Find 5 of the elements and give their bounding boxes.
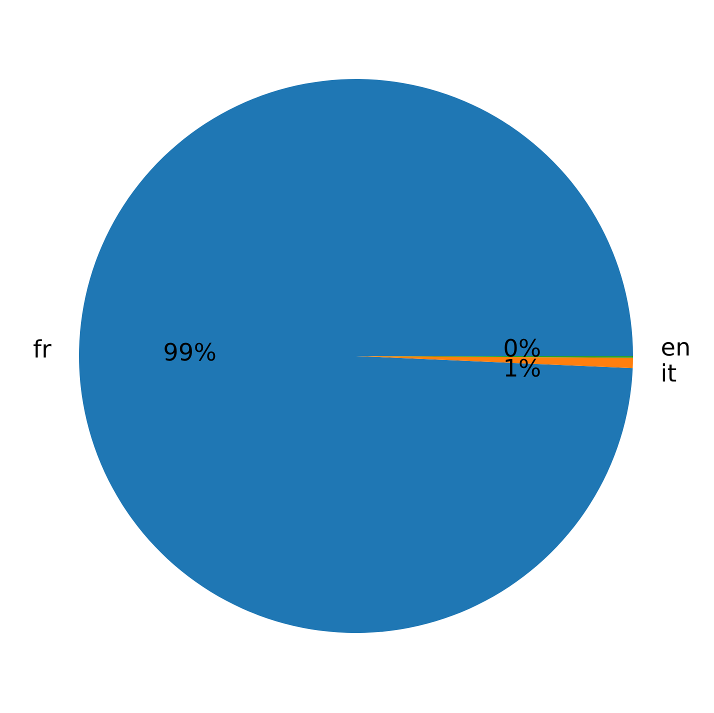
pie-slice [79,79,633,633]
data-label: 99% [163,338,217,366]
slice-label: it [660,359,677,388]
slice-label: en [660,333,691,362]
slice-label: fr [33,335,52,364]
